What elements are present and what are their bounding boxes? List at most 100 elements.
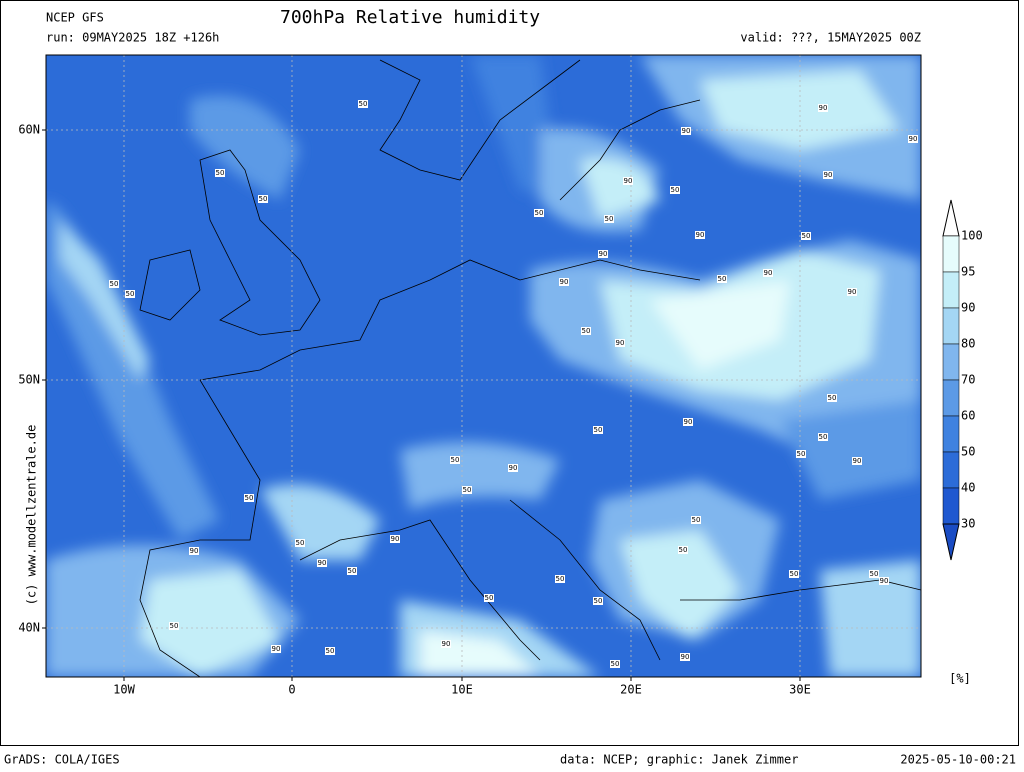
contour-label-box [670, 186, 680, 194]
map-title: 700hPa Relative humidity [280, 7, 540, 28]
colorbar-segment [942, 487, 960, 525]
contour-label: 50 [594, 426, 603, 434]
contour-label: 50 [718, 275, 727, 283]
colorbar-tick-label: 90 [961, 301, 975, 315]
contour-label: 50 [870, 570, 879, 578]
colorbar-segment [942, 379, 960, 417]
lat-label: 40N [18, 621, 40, 635]
contour-label: 90 [560, 278, 569, 286]
footer-center: data: NCEP; graphic: Janek Zimmer [560, 753, 798, 767]
contour-label: 50 [611, 660, 620, 668]
contour-label: 50 [679, 546, 688, 554]
contour-label: 50 [259, 195, 268, 203]
contour-label-box [450, 456, 460, 464]
contour-label-box [615, 339, 625, 347]
contour-label: 90 [819, 104, 828, 112]
contour-label: 50 [110, 280, 119, 288]
lat-label: 50N [18, 373, 40, 387]
contour-label-box [295, 539, 305, 547]
contour-label-box [581, 327, 591, 335]
contour-label-box [827, 394, 837, 402]
contour-label: 50 [463, 486, 472, 494]
contour-label: 90 [681, 653, 690, 661]
map-field: 50 50 50 50 50 50 90 50 50 90 90 90 50 90 50 90 90 90 90 90… [46, 55, 921, 677]
coastlines [139, 59, 921, 677]
contour-label: 50 [556, 575, 565, 583]
contour-label-box [593, 597, 603, 605]
lon-label: 10W [113, 683, 135, 697]
contour-label-box [189, 547, 199, 555]
contour-label: 90 [682, 127, 691, 135]
contour-label: 90 [318, 559, 327, 567]
lat-label: 60N [18, 123, 40, 137]
colorbar-tick-label: 80 [961, 337, 975, 351]
contour-label-box [441, 640, 451, 648]
contour-label-box [691, 516, 701, 524]
contour-label: 90 [684, 418, 693, 426]
lon-label: 10E [451, 683, 473, 697]
contour-label: 50 [594, 597, 603, 605]
contour-label-box [125, 290, 135, 298]
lon-label: 20E [620, 683, 642, 697]
contour-label: 50 [216, 169, 225, 177]
contour-label-box [680, 653, 690, 661]
run-info: run: 09MAY2025 18Z +126h [46, 31, 219, 45]
contour-label: 50 [126, 290, 135, 298]
colorbar-segment [942, 307, 960, 345]
footer-left: GrADS: COLA/IGES [4, 753, 120, 767]
contour-label-box [678, 546, 688, 554]
contour-label-box [462, 486, 472, 494]
contour-label: 90 [848, 288, 857, 296]
contour-labels: 50 50 50 50 50 50 90 50 50 90 90 90 50 90 50 90 90 90 90 90… [109, 100, 918, 668]
contour-label: 90 [616, 339, 625, 347]
colorbar-tick-label: 70 [961, 373, 975, 387]
colorbar-segment [942, 271, 960, 309]
contour-label-box [325, 647, 335, 655]
colorbar-tick-label: 50 [961, 445, 975, 459]
contour-label-box [818, 433, 828, 441]
contour-label-box [681, 127, 691, 135]
contour-label: 50 [348, 567, 357, 575]
contour-label-box [823, 171, 833, 179]
contour-label-box [796, 450, 806, 458]
contour-label: 50 [797, 450, 806, 458]
colorbar-under [942, 523, 960, 561]
contour-label-box [717, 275, 727, 283]
contour-label-box [559, 278, 569, 286]
contour-label-box [593, 426, 603, 434]
colorbar-segment [942, 415, 960, 453]
contour-label: 50 [485, 594, 494, 602]
contour-label: 50 [582, 327, 591, 335]
map-border [45, 54, 922, 678]
contour-label: 90 [190, 547, 199, 555]
contour-label: 50 [790, 570, 799, 578]
humidity-field [46, 55, 921, 677]
model-name: NCEP GFS [46, 11, 104, 25]
contour-label-box [801, 232, 811, 240]
colorbar: 100 95 90 80 70 60 50 40 30 [%] [942, 199, 983, 686]
contour-label: 50 [671, 186, 680, 194]
contour-label: 90 [509, 464, 518, 472]
contour-label: 50 [451, 456, 460, 464]
contour-label-box [852, 457, 862, 465]
colorbar-segment [942, 343, 960, 381]
lon-label: 30E [789, 683, 811, 697]
contour-label: 90 [824, 171, 833, 179]
colorbar-tick-label: 60 [961, 409, 975, 423]
contour-label-box [879, 577, 889, 585]
contour-label: 90 [599, 250, 608, 258]
graticule [46, 55, 921, 677]
colorbar-segment [942, 451, 960, 489]
contour-label-box [683, 418, 693, 426]
contour-label-box [215, 169, 225, 177]
side-credit: (c) www.modellzentrale.de [25, 425, 39, 606]
contour-label-box [484, 594, 494, 602]
contour-label-box [763, 269, 773, 277]
contour-label: 90 [442, 640, 451, 648]
contour-label: 90 [272, 645, 281, 653]
contour-label: 90 [391, 535, 400, 543]
footer-right: 2025-05-10-00:21 [900, 753, 1016, 767]
contour-label: 50 [692, 516, 701, 524]
colorbar-tick-label: 100 [961, 229, 983, 243]
